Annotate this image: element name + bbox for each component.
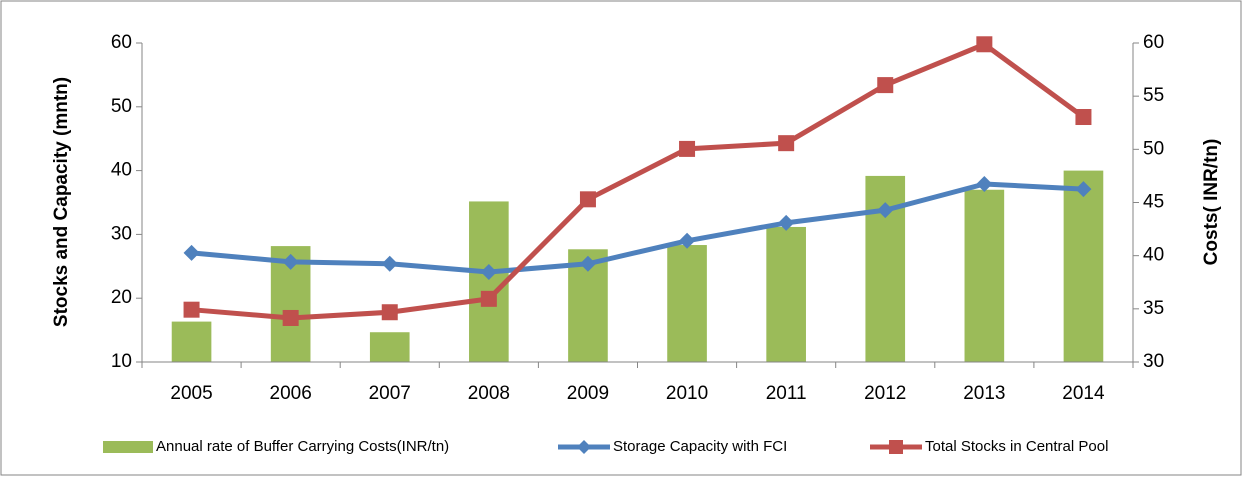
x-tick-label: 2012 xyxy=(864,383,906,404)
marker xyxy=(877,202,894,219)
marker xyxy=(381,255,398,272)
bar xyxy=(766,226,806,362)
x-tick-label: 2010 xyxy=(666,383,708,404)
y2-tick-label: 60 xyxy=(1143,32,1164,53)
marker xyxy=(480,290,497,307)
y2-tick-label: 50 xyxy=(1143,138,1164,159)
bar xyxy=(171,321,212,362)
legend-marker xyxy=(889,440,903,454)
line xyxy=(191,181,1084,275)
marker xyxy=(381,304,398,321)
x-tick-label: 2011 xyxy=(766,383,807,404)
bar xyxy=(964,189,1005,362)
legend-label: Storage Capacity with FCI xyxy=(613,438,787,455)
y2-tick-label: 35 xyxy=(1143,298,1164,319)
marker xyxy=(976,175,993,192)
x-tick-label: 2006 xyxy=(270,383,312,404)
y2-tick-label: 55 xyxy=(1143,85,1164,106)
x-tick-label: 2009 xyxy=(567,383,609,404)
bar xyxy=(667,245,707,362)
y2-tick-label: 45 xyxy=(1143,192,1164,213)
legend-marker xyxy=(577,440,591,454)
bar xyxy=(1063,170,1104,362)
marker xyxy=(778,214,795,231)
y-tick-label: 30 xyxy=(111,223,132,244)
legend-swatch xyxy=(103,441,153,453)
y2-axis-title: Costs( INR/tn) xyxy=(1201,139,1222,266)
marker xyxy=(579,191,596,208)
marker xyxy=(579,255,596,272)
x-tick-label: 2007 xyxy=(369,383,411,404)
x-tick-label: 2014 xyxy=(1062,383,1105,404)
marker xyxy=(183,244,200,261)
marker xyxy=(183,301,200,318)
x-tick-label: 2013 xyxy=(963,383,1005,404)
legend-label: Total Stocks in Central Pool xyxy=(925,438,1108,455)
y-tick-label: 20 xyxy=(111,287,132,308)
bar xyxy=(469,201,509,362)
marker xyxy=(679,232,696,249)
bar xyxy=(369,332,410,362)
marker xyxy=(480,264,497,281)
y-axis-title: Stocks and Capacity (mntn) xyxy=(51,77,72,327)
marker xyxy=(679,140,696,157)
y-tick-label: 50 xyxy=(111,96,132,117)
line xyxy=(191,41,1085,321)
marker xyxy=(282,253,299,270)
marker xyxy=(282,309,299,326)
x-tick-label: 2005 xyxy=(170,383,212,404)
legend-label: Annual rate of Buffer Carrying Costs(INR… xyxy=(156,438,449,455)
y-tick-label: 40 xyxy=(111,160,132,181)
marker xyxy=(1075,109,1092,126)
marker xyxy=(778,135,795,152)
y-tick-label: 10 xyxy=(111,351,132,372)
y2-tick-label: 30 xyxy=(1143,351,1164,372)
marker xyxy=(1075,181,1092,198)
marker xyxy=(877,77,894,94)
marker xyxy=(976,36,993,53)
y-tick-label: 60 xyxy=(111,32,132,53)
x-tick-label: 2008 xyxy=(468,383,510,404)
y2-tick-label: 40 xyxy=(1143,245,1164,266)
